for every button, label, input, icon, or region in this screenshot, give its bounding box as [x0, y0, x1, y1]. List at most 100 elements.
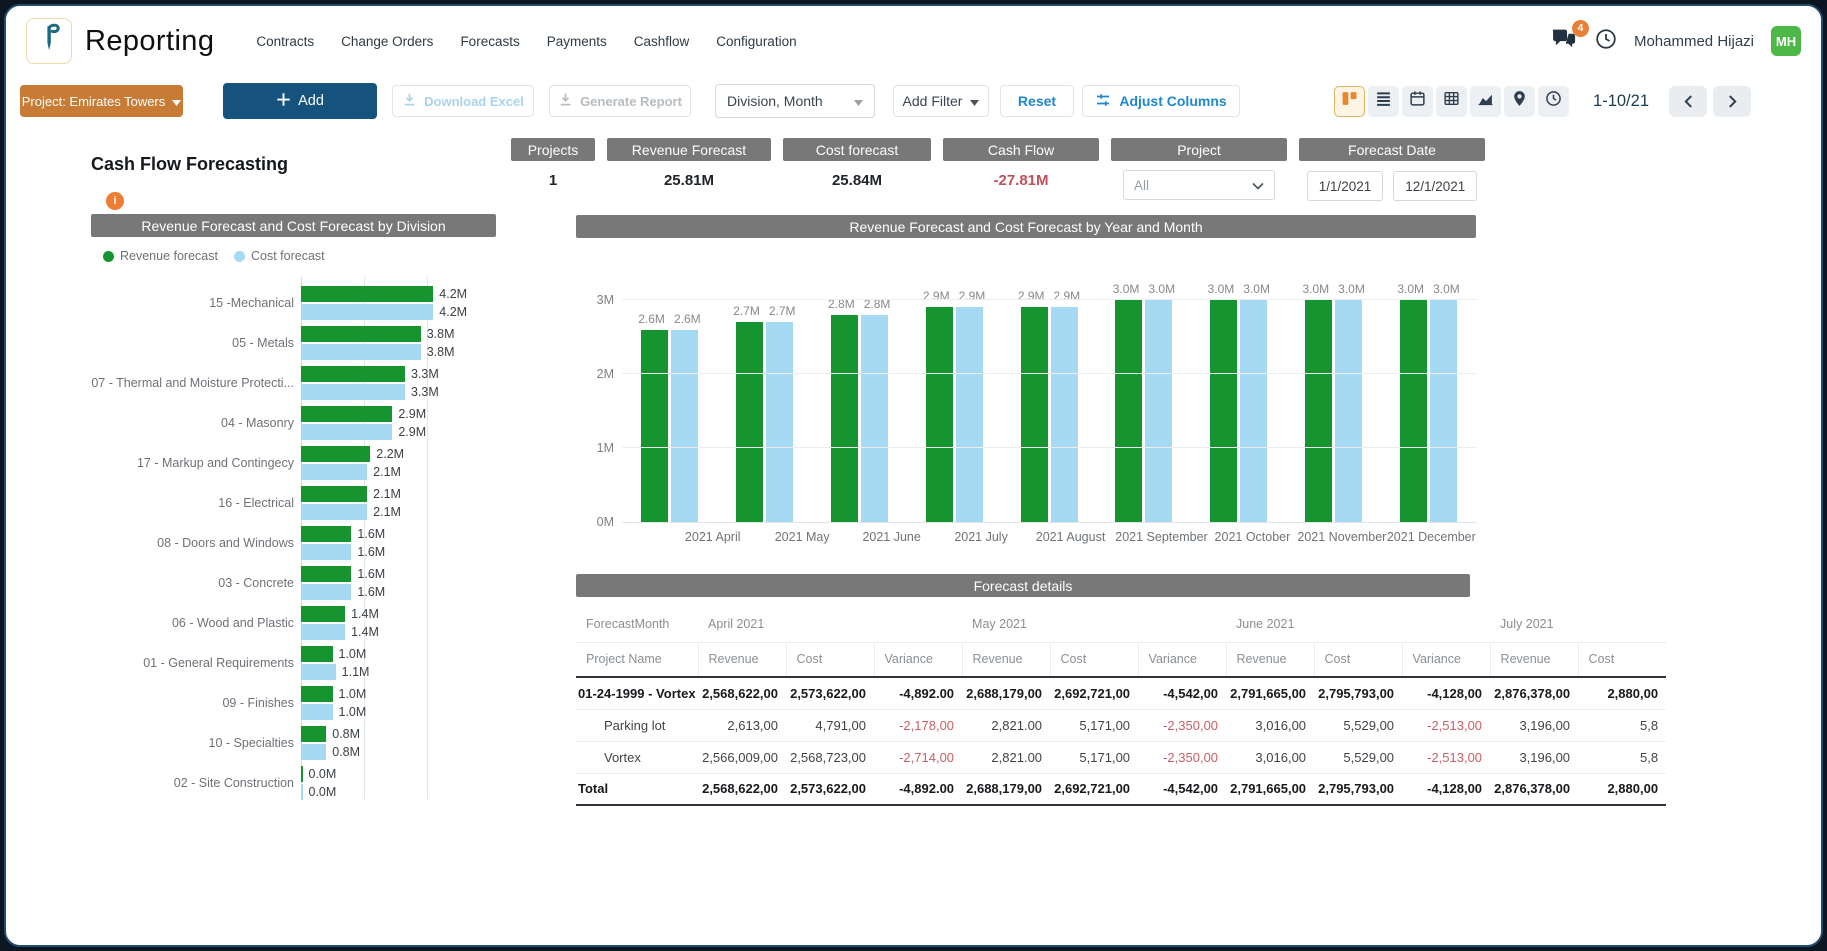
- cost-bar-line: 0.8M: [301, 744, 360, 760]
- bar-value-label: 2.9M: [398, 425, 427, 439]
- view-table-button[interactable]: [1436, 85, 1468, 117]
- value-cell: 2,688,179,00: [962, 772, 1051, 806]
- value-cell: 2,692,721,00: [1050, 772, 1139, 806]
- revenue-bar: [301, 766, 303, 782]
- app-logo[interactable]: [26, 18, 72, 64]
- forecast-month-header: ForecastMonth: [576, 607, 698, 643]
- revenue-bar: [1020, 307, 1048, 522]
- value-cell: 3,196,00: [1490, 708, 1579, 741]
- revenue-bar: [1400, 300, 1428, 522]
- table-icon: [1443, 90, 1460, 112]
- view-calendar-button[interactable]: [1402, 85, 1434, 117]
- add-button[interactable]: Add: [223, 83, 377, 119]
- x-axis-label: 2021 December: [1386, 530, 1476, 544]
- division-bars: 0.8M 0.8M: [301, 726, 360, 760]
- nav-item-contracts[interactable]: Contracts: [256, 33, 315, 49]
- history-clock-button[interactable]: [1595, 28, 1617, 55]
- chat-icon: [1551, 29, 1578, 54]
- bar-value-label: 4.2M: [439, 287, 468, 301]
- revenue-bar-line: 0.0M: [301, 766, 336, 782]
- cost-bar: [1145, 300, 1173, 522]
- subheader-revenue: Revenue: [961, 642, 1051, 678]
- cost-bar: [301, 384, 405, 400]
- value-cell: 3,016,00: [1226, 740, 1315, 773]
- value-cell: -4,892.00: [874, 772, 963, 806]
- caret-down-icon: [970, 93, 980, 109]
- add-filter-button[interactable]: Add Filter: [893, 85, 989, 117]
- nav-item-cashflow[interactable]: Cashflow: [633, 33, 690, 49]
- reset-button[interactable]: Reset: [1000, 85, 1074, 117]
- subheader-variance: Variance: [873, 642, 963, 678]
- date-to-input[interactable]: 12/1/2021: [1393, 171, 1478, 201]
- chevron-down-icon: [1252, 178, 1264, 193]
- view-list-button[interactable]: [1368, 85, 1400, 117]
- revenue-bar: [301, 406, 393, 422]
- cost-bar-line: 1.6M: [301, 544, 385, 560]
- view-clock-button[interactable]: [1538, 85, 1570, 117]
- division-row-10-specialties: 10 - Specialties 0.8M 0.8M: [91, 723, 511, 763]
- view-kanban-button[interactable]: [1334, 85, 1366, 117]
- forecast-table-head: ForecastMonth April 2021 May 2021 June 2021…: [576, 607, 1667, 678]
- value-cell: 2,692,721,00: [1050, 676, 1139, 709]
- project-filter-button[interactable]: Project: Emirates Towers: [20, 85, 183, 117]
- kpi-row: Projects 1 Revenue Forecast 25.81M Cost fore…: [511, 138, 1821, 201]
- division-bars: 2.2M 2.1M: [301, 446, 404, 480]
- month-value-labels: 2.8M 2.8M: [828, 297, 890, 311]
- user-avatar[interactable]: MH: [1771, 26, 1801, 56]
- nav-item-forecasts[interactable]: Forecasts: [460, 33, 520, 49]
- subheader-cost: Cost: [785, 642, 874, 678]
- download-excel-label: Download Excel: [424, 93, 524, 109]
- month-value-labels: 3.0M 3.0M: [1397, 282, 1459, 296]
- division-row-17-markup-and-contingecy: 17 - Markup and Contingecy 2.2M 2.1M: [91, 443, 511, 483]
- nav-item-change-orders[interactable]: Change Orders: [341, 33, 434, 49]
- forecast-details-section: Forecast details ForecastMonth April 2021…: [576, 574, 1776, 806]
- view-chart-button[interactable]: [1470, 85, 1502, 117]
- kpi-value-projects: 1: [548, 172, 558, 189]
- next-page-button[interactable]: [1713, 85, 1751, 117]
- value-cell: 2,791,665,00: [1226, 772, 1315, 806]
- toolbar-right: 1-10/21: [1334, 85, 1751, 117]
- division-row-16-electrical: 16 - Electrical 2.1M 2.1M: [91, 483, 511, 523]
- value-cell: -2,350,00: [1138, 708, 1227, 741]
- adjust-columns-button[interactable]: Adjust Columns: [1082, 85, 1240, 117]
- prev-page-button[interactable]: [1669, 85, 1707, 117]
- forecast-details-table: ForecastMonth April 2021 May 2021 June 2021…: [576, 607, 1667, 806]
- bar-value-label: 2.1M: [373, 465, 401, 479]
- revenue-bar: [1115, 300, 1143, 522]
- date-from-input[interactable]: 1/1/2021: [1306, 171, 1384, 201]
- project-name-cell: Vortex: [576, 740, 698, 773]
- download-excel-button[interactable]: Download Excel: [392, 85, 534, 117]
- division-row-04-masonry: 04 - Masonry 2.9M 2.9M: [91, 403, 511, 443]
- messages-button[interactable]: 4: [1551, 19, 1589, 55]
- value-cell: 5,529,00: [1314, 740, 1403, 773]
- logo-icon: [35, 23, 63, 60]
- user-name[interactable]: Mohammed Hijazi: [1633, 32, 1754, 50]
- generate-report-button[interactable]: Generate Report: [549, 85, 691, 117]
- month-value-labels: 2.7M 2.7M: [733, 304, 795, 318]
- x-axis-label: 2021 April: [684, 530, 741, 544]
- nav-item-payments[interactable]: Payments: [546, 33, 607, 49]
- bar-value-label: 2.9M: [1017, 289, 1045, 304]
- y-tick-label: 2M: [596, 367, 614, 381]
- division-bars: 0.0M 0.0M: [301, 766, 336, 800]
- group-by-select[interactable]: Division, Month: [715, 84, 875, 118]
- add-label: Add: [298, 93, 324, 109]
- cost-bar: [301, 504, 368, 520]
- division-label: 17 - Markup and Contingecy: [136, 456, 294, 470]
- kpi-header-revenue-forecast: Revenue Forecast: [607, 138, 771, 161]
- value-cell: 2,821.00: [962, 708, 1051, 741]
- month-chart-section: Revenue Forecast and Cost Forecast by Ye…: [576, 215, 1476, 544]
- nav-item-configuration[interactable]: Configuration: [716, 33, 797, 49]
- revenue-bar-line: 3.8M: [301, 326, 454, 342]
- info-icon[interactable]: i: [106, 192, 124, 210]
- cost-bar-line: 4.2M: [301, 304, 467, 320]
- division-row-02-site-construction: 02 - Site Construction 0.0M 0.0M: [91, 763, 511, 803]
- view-map-button[interactable]: [1504, 85, 1536, 117]
- revenue-bar-line: 1.6M: [301, 526, 385, 542]
- kpi-value-revenue-forecast: 25.81M: [663, 172, 715, 189]
- project-select[interactable]: All: [1123, 170, 1275, 200]
- month-bars: [735, 322, 793, 522]
- bar-value-label: 1.6M: [357, 545, 386, 559]
- x-axis-label: 2021 August: [1035, 530, 1106, 544]
- top-bar: Reporting Contracts Change Orders Forecast…: [6, 6, 1821, 70]
